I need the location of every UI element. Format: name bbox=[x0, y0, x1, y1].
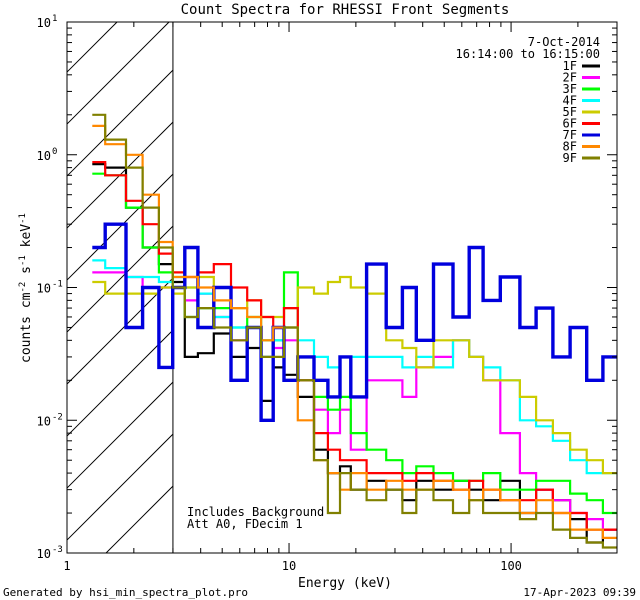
y-tick-label: 10 bbox=[37, 16, 51, 30]
y-tick-label: 10 bbox=[37, 547, 51, 561]
legend-label-5F: 5F bbox=[563, 105, 577, 119]
observation-time-range: 16:14:00 to 16:15:00 bbox=[456, 47, 601, 61]
timestamp-label: 17-Apr-2023 09:39 bbox=[523, 586, 636, 599]
series-5F-line bbox=[92, 275, 617, 475]
series-layer bbox=[92, 113, 617, 549]
x-axis-label: Energy (keV) bbox=[298, 576, 392, 591]
note-background: Includes Background bbox=[187, 505, 324, 519]
y-tick-label: 10 bbox=[37, 149, 51, 163]
x-tick-label: 100 bbox=[500, 559, 522, 573]
legend-label-3F: 3F bbox=[563, 82, 577, 96]
legend-label-2F: 2F bbox=[563, 71, 577, 85]
x-tick-label: 1 bbox=[63, 559, 70, 573]
y-tick-exponent: -2 bbox=[52, 412, 63, 422]
hatch-line bbox=[67, 173, 174, 281]
hatch-line bbox=[67, 22, 118, 73]
hatch-line bbox=[67, 277, 174, 385]
legend-label-8F: 8F bbox=[563, 140, 577, 154]
hatch-line bbox=[67, 22, 170, 125]
series-7F-line bbox=[92, 222, 617, 422]
x-tick-label: 10 bbox=[282, 559, 296, 573]
chart-title: Count Spectra for RHESSI Front Segments bbox=[181, 2, 510, 18]
axis-ticks bbox=[66, 22, 618, 554]
hatch-line bbox=[105, 485, 174, 553]
series-9F-line bbox=[92, 113, 617, 549]
y-tick-exponent: 0 bbox=[52, 147, 57, 157]
y-tick-exponent: -1 bbox=[52, 280, 63, 290]
legend-label-9F: 9F bbox=[563, 151, 577, 165]
legend-label-1F: 1F bbox=[563, 59, 577, 73]
y-tick-exponent: -3 bbox=[52, 545, 63, 555]
hatch-line bbox=[67, 225, 174, 333]
y-tick-exponent: 1 bbox=[52, 14, 57, 24]
legend-label-7F: 7F bbox=[563, 128, 577, 142]
y-axis-label: counts cm-2 s-1 keV-1 bbox=[18, 213, 34, 363]
hatch-line bbox=[67, 433, 174, 541]
generated-by-label: Generated by hsi_min_spectra_plot.pro bbox=[3, 586, 248, 599]
x-tick-labels: 1 10 100 bbox=[63, 559, 522, 573]
hatch-line bbox=[67, 69, 174, 177]
hatch-line bbox=[67, 381, 174, 489]
note-attenuator: Att A0, FDecim 1 bbox=[187, 517, 303, 531]
observation-date: 7-Oct-2014 bbox=[528, 35, 600, 49]
legend-label-6F: 6F bbox=[563, 117, 577, 131]
y-tick-label: 10 bbox=[37, 282, 51, 296]
hatch-line bbox=[67, 329, 174, 437]
legend-label-4F: 4F bbox=[563, 94, 577, 108]
y-tick-label: 10 bbox=[37, 414, 51, 428]
